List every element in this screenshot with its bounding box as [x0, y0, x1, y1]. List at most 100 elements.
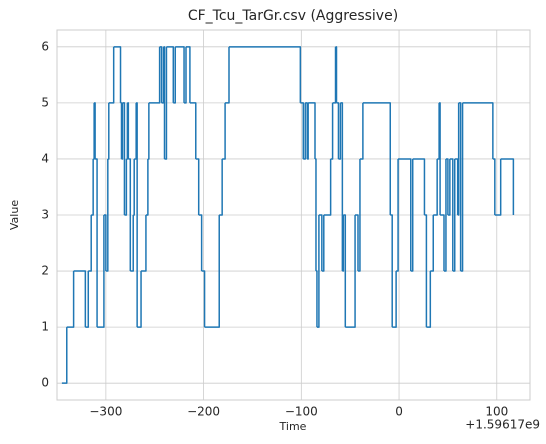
- step-segment: [184, 46, 187, 104]
- y-tick-label: 0: [41, 376, 49, 390]
- step-segment: [492, 158, 496, 215]
- step-segment: [342, 215, 345, 272]
- step-segment: [437, 102, 440, 160]
- step-segment: [462, 102, 494, 159]
- step-segment: [392, 271, 397, 328]
- step-segment: [439, 102, 441, 215]
- step-segment: [440, 214, 445, 272]
- step-segment: [338, 102, 342, 160]
- step-segment: [426, 271, 432, 328]
- x-tick-label: −300: [89, 405, 122, 419]
- step-segment: [330, 102, 334, 160]
- step-segment: [147, 102, 150, 160]
- plot-frame: [56, 29, 531, 401]
- step-segment: [444, 158, 447, 272]
- step-segment: [318, 214, 323, 272]
- step-segment: [73, 270, 87, 328]
- step-segment: [128, 158, 132, 272]
- step-segment: [303, 102, 306, 160]
- x-tick-label: 100: [485, 405, 508, 419]
- step-segment: [336, 102, 340, 159]
- step-segment: [198, 214, 203, 272]
- step-segment: [93, 102, 95, 160]
- step-segment: [321, 215, 325, 272]
- step-segment: [137, 271, 142, 328]
- step-segment: [225, 46, 230, 104]
- step-segment: [458, 102, 462, 272]
- chart-title: CF_Tcu_TarGr.csv (Aggressive): [188, 8, 398, 24]
- step-segment: [323, 158, 332, 216]
- step-segment: [107, 102, 110, 160]
- step-segment: [219, 158, 223, 216]
- step-segment: [222, 102, 226, 160]
- step-segment: [355, 214, 359, 272]
- step-segment: [457, 102, 460, 216]
- step-segment: [300, 102, 305, 159]
- step-segment: [136, 102, 138, 328]
- step-segment: [430, 215, 434, 272]
- step-segment: [120, 102, 123, 159]
- step-segment: [173, 46, 176, 104]
- step-segment: [66, 271, 75, 328]
- step-segment: [452, 158, 456, 272]
- step-segment: [449, 158, 454, 272]
- step-segment: [134, 102, 137, 160]
- step-segment: [307, 102, 309, 160]
- step-segment: [85, 271, 90, 328]
- x-tick-label: −100: [285, 405, 318, 419]
- step-segment: [103, 214, 107, 272]
- step-segment: [141, 215, 147, 272]
- y-tick-label: 1: [41, 320, 49, 334]
- step-segment: [340, 102, 344, 272]
- step-segment: [105, 158, 109, 272]
- y-tick-label: 6: [41, 39, 49, 53]
- step-segment: [95, 158, 98, 328]
- step-segment: [305, 102, 308, 159]
- y-tick-label: 3: [41, 208, 49, 222]
- step-segment: [494, 158, 502, 216]
- x-tick-label: −200: [187, 405, 220, 419]
- step-segment: [166, 46, 175, 103]
- step-segment: [359, 102, 364, 160]
- x-axis-label: Time: [279, 420, 307, 433]
- step-segment: [121, 102, 124, 160]
- step-segment: [445, 158, 449, 215]
- step-segment: [127, 102, 130, 159]
- step-segment: [91, 158, 94, 216]
- step-segment: [61, 327, 68, 384]
- step-segment: [410, 158, 414, 272]
- step-segment: [126, 102, 129, 160]
- step-segment: [398, 158, 412, 272]
- step-segment: [345, 215, 356, 328]
- step-segment: [113, 46, 122, 103]
- step-segment: [175, 46, 185, 103]
- step-segment: [88, 215, 92, 272]
- step-segment: [447, 158, 451, 216]
- step-segment: [94, 102, 96, 159]
- step-segment: [229, 46, 302, 103]
- step-segment: [186, 46, 191, 103]
- step-segment: [308, 102, 316, 159]
- step-segment: [130, 215, 134, 272]
- step-segment: [315, 158, 317, 272]
- y-axis-label: Value: [8, 200, 21, 230]
- step-segment: [97, 215, 105, 328]
- step-segment: [460, 102, 464, 272]
- step-segment: [412, 158, 426, 215]
- step-segment: [108, 46, 115, 104]
- step-segment: [424, 214, 428, 328]
- y-tick-label: 5: [41, 95, 49, 109]
- y-tick-label: 2: [41, 264, 49, 278]
- step-segment: [133, 158, 135, 216]
- step-segment: [204, 215, 220, 328]
- step-segment: [163, 46, 166, 159]
- step-segment: [433, 158, 438, 216]
- step-segment: [145, 158, 149, 216]
- step-segment: [161, 46, 165, 104]
- step-segment: [315, 270, 318, 328]
- step-segment: [316, 215, 320, 328]
- step-segment: [362, 102, 391, 215]
- step-segment: [332, 46, 337, 104]
- step-segment: [335, 46, 338, 103]
